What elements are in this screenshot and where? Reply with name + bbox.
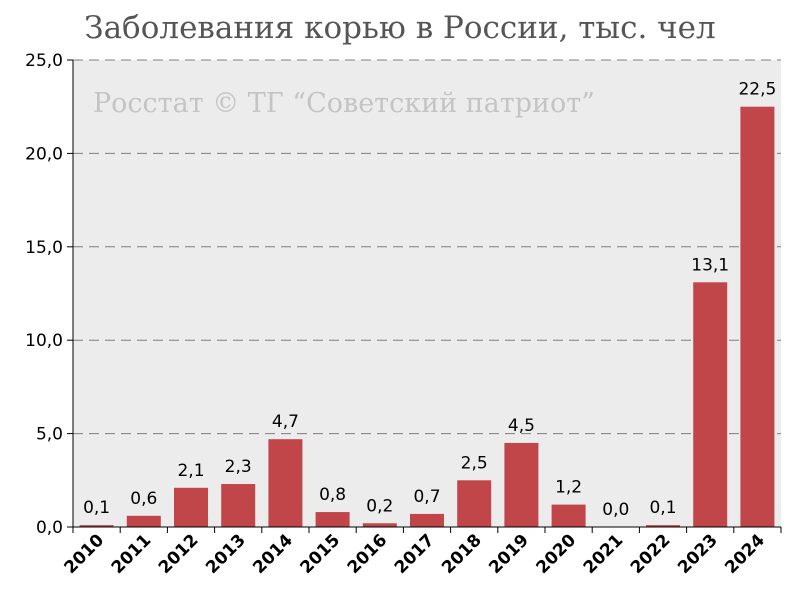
x-tick-label: 2013	[202, 530, 250, 578]
bar	[504, 442, 539, 527]
bar	[410, 513, 444, 527]
plot-area	[73, 60, 781, 527]
y-tick-label: 10,0	[25, 331, 63, 351]
bar	[646, 525, 680, 527]
chart-title: Заболевания корью в России, тыс. чел	[84, 10, 716, 46]
bars	[79, 106, 775, 527]
bar	[126, 515, 161, 527]
x-tick-label: 2020	[533, 530, 581, 578]
axes	[72, 60, 781, 528]
data-label: 0,1	[83, 498, 110, 518]
x-tick-label: 2024	[721, 530, 769, 578]
x-tick-label: 2015	[297, 530, 345, 578]
x-tick-label: 2012	[155, 530, 203, 578]
x-tick-label: 2022	[627, 530, 675, 578]
data-label: 13,1	[691, 255, 729, 275]
x-tick-label: 2021	[580, 530, 628, 578]
bar	[221, 484, 256, 527]
bar	[362, 523, 397, 527]
x-tick-label: 2019	[485, 530, 533, 578]
bar	[740, 106, 775, 527]
bar	[79, 525, 114, 527]
bar	[693, 282, 728, 527]
x-tick-label: 2016	[344, 530, 392, 578]
data-label: 0,2	[366, 496, 393, 516]
x-tick-label: 2023	[674, 530, 722, 578]
y-axis-ticks: 0,0 5,0 10,0 15,0 20,0 25,0	[25, 51, 73, 538]
bar	[315, 512, 350, 527]
x-tick-label: 2017	[391, 530, 439, 578]
data-label: 4,7	[272, 412, 299, 432]
x-tick-label: 2011	[108, 530, 156, 578]
data-label: 4,5	[508, 416, 535, 436]
y-tick-label: 5,0	[36, 425, 63, 445]
x-tick-label: 2018	[438, 530, 486, 578]
data-labels: 0,1 0,6 2,1 2,3 4,7 0,8 0,2 0,7 2,5 4,5 1,2 0,0 0,1 1…	[83, 80, 776, 520]
y-tick-label: 20,0	[25, 144, 63, 164]
data-label: 0,8	[319, 485, 346, 505]
data-label: 0,1	[649, 498, 676, 518]
data-label: 1,2	[555, 478, 582, 498]
x-axis-ticks: 2010 2011 2012 2013 2014 2015 2016 2017 2018 2019…	[61, 527, 782, 578]
data-label: 2,1	[177, 461, 204, 481]
y-tick-label: 0,0	[36, 518, 63, 538]
data-label: 0,0	[602, 500, 629, 520]
x-tick-label: 2010	[61, 530, 109, 578]
bar	[551, 504, 586, 527]
bar	[174, 487, 208, 527]
x-tick-label: 2014	[249, 530, 297, 578]
data-label: 0,7	[413, 487, 440, 507]
data-label: 2,3	[225, 457, 252, 477]
data-label: 2,5	[461, 453, 488, 473]
data-label: 22,5	[738, 80, 776, 100]
watermark-text: Росстат © ТГ “Советский патриот”	[93, 88, 595, 119]
y-tick-label: 15,0	[25, 238, 63, 258]
bar	[268, 439, 303, 527]
data-label: 0,6	[130, 489, 157, 509]
bar	[457, 480, 492, 527]
gridlines	[73, 59, 781, 435]
y-tick-label: 25,0	[25, 51, 63, 71]
